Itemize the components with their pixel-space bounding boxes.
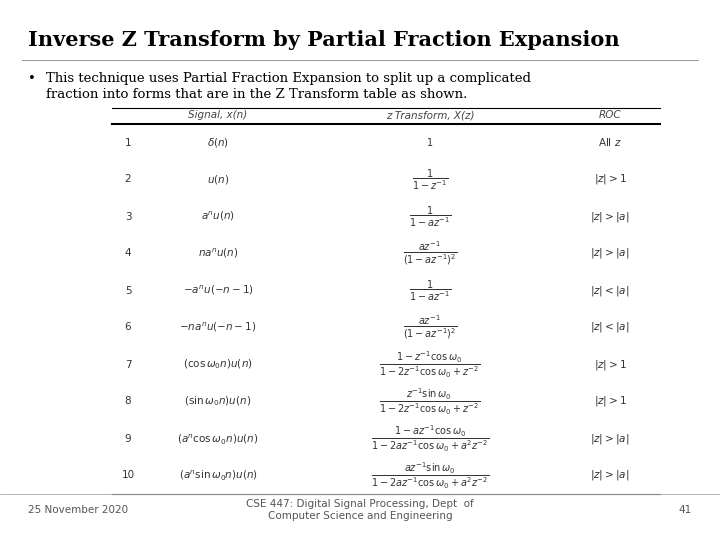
Text: $na^n u(n)$: $na^n u(n)$ [198,247,238,260]
Text: $\dfrac{1-z^{-1}\cos\omega_0}{1-2z^{-1}\cos\omega_0+z^{-2}}$: $\dfrac{1-z^{-1}\cos\omega_0}{1-2z^{-1}\… [379,349,480,380]
Text: $\dfrac{z^{-1}\sin\omega_0}{1-2z^{-1}\cos\omega_0+z^{-2}}$: $\dfrac{z^{-1}\sin\omega_0}{1-2z^{-1}\co… [379,387,480,417]
Text: $|z|>1$: $|z|>1$ [593,395,626,408]
Text: fraction into forms that are in the Z Transform table as shown.: fraction into forms that are in the Z Tr… [46,88,467,101]
Text: $a^n u(n)$: $a^n u(n)$ [201,210,235,223]
Text: $-na^n u(-n-1)$: $-na^n u(-n-1)$ [179,321,256,334]
Text: $|z|<|a|$: $|z|<|a|$ [590,284,629,298]
Text: $|z|>1$: $|z|>1$ [593,357,626,372]
Text: 25 November 2020: 25 November 2020 [28,505,128,515]
Text: $1$: $1$ [426,137,433,148]
Text: $\dfrac{1-az^{-1}\cos\omega_0}{1-2az^{-1}\cos\omega_0+a^2z^{-2}}$: $\dfrac{1-az^{-1}\cos\omega_0}{1-2az^{-1… [371,423,489,454]
Text: 9: 9 [125,434,131,443]
Text: z Transform, X(z): z Transform, X(z) [386,110,474,120]
Text: $\dfrac{az^{-1}}{(1-az^{-1})^2}$: $\dfrac{az^{-1}}{(1-az^{-1})^2}$ [402,240,457,267]
Text: 8: 8 [125,396,131,407]
Text: 4: 4 [125,248,131,259]
Text: 5: 5 [125,286,131,295]
Text: $\dfrac{1}{1-az^{-1}}$: $\dfrac{1}{1-az^{-1}}$ [409,278,451,303]
Text: $(a^n\cos\omega_0 n)u(n)$: $(a^n\cos\omega_0 n)u(n)$ [177,431,258,446]
Text: $\delta(n)$: $\delta(n)$ [207,136,229,149]
Text: $(\sin\omega_0 n)u(n)$: $(\sin\omega_0 n)u(n)$ [184,395,251,408]
Text: 1: 1 [125,138,131,147]
Text: Inverse Z Transform by Partial Fraction Expansion: Inverse Z Transform by Partial Fraction … [28,30,620,50]
Text: $|z|>1$: $|z|>1$ [593,172,626,186]
Text: $|z|>|a|$: $|z|>|a|$ [590,469,629,483]
Text: 3: 3 [125,212,131,221]
Text: CSE 447: Digital Signal Processing, Dept  of
Computer Science and Engineering: CSE 447: Digital Signal Processing, Dept… [246,499,474,521]
Text: Signal, x(n): Signal, x(n) [189,110,248,120]
Text: $-a^n u(-n-1)$: $-a^n u(-n-1)$ [183,284,253,297]
Text: 10: 10 [122,470,135,481]
Text: ROC: ROC [599,110,621,120]
Text: $|z|>|a|$: $|z|>|a|$ [590,210,629,224]
Text: $u(n)$: $u(n)$ [207,173,229,186]
Text: 7: 7 [125,360,131,369]
Text: $(a^n\sin\omega_0 n)u(n)$: $(a^n\sin\omega_0 n)u(n)$ [179,469,258,483]
Text: This technique uses Partial Fraction Expansion to split up a complicated: This technique uses Partial Fraction Exp… [46,72,531,85]
Text: $\dfrac{1}{1-az^{-1}}$: $\dfrac{1}{1-az^{-1}}$ [409,204,451,229]
Text: $|z|<|a|$: $|z|<|a|$ [590,321,629,334]
Text: $\dfrac{1}{1-z^{-1}}$: $\dfrac{1}{1-z^{-1}}$ [412,167,448,192]
Text: $\dfrac{az^{-1}\sin\omega_0}{1-2az^{-1}\cos\omega_0+a^2z^{-2}}$: $\dfrac{az^{-1}\sin\omega_0}{1-2az^{-1}\… [371,461,489,491]
Text: 2: 2 [125,174,131,185]
Text: $|z|>|a|$: $|z|>|a|$ [590,246,629,260]
Text: 41: 41 [679,505,692,515]
Text: $|z|>|a|$: $|z|>|a|$ [590,431,629,446]
Text: All $z$: All $z$ [598,137,622,148]
Text: 6: 6 [125,322,131,333]
Text: •: • [28,72,36,85]
Text: $\dfrac{az^{-1}}{(1-az^{-1})^2}$: $\dfrac{az^{-1}}{(1-az^{-1})^2}$ [402,314,457,341]
Text: $(\cos\omega_0 n)u(n)$: $(\cos\omega_0 n)u(n)$ [183,357,253,372]
